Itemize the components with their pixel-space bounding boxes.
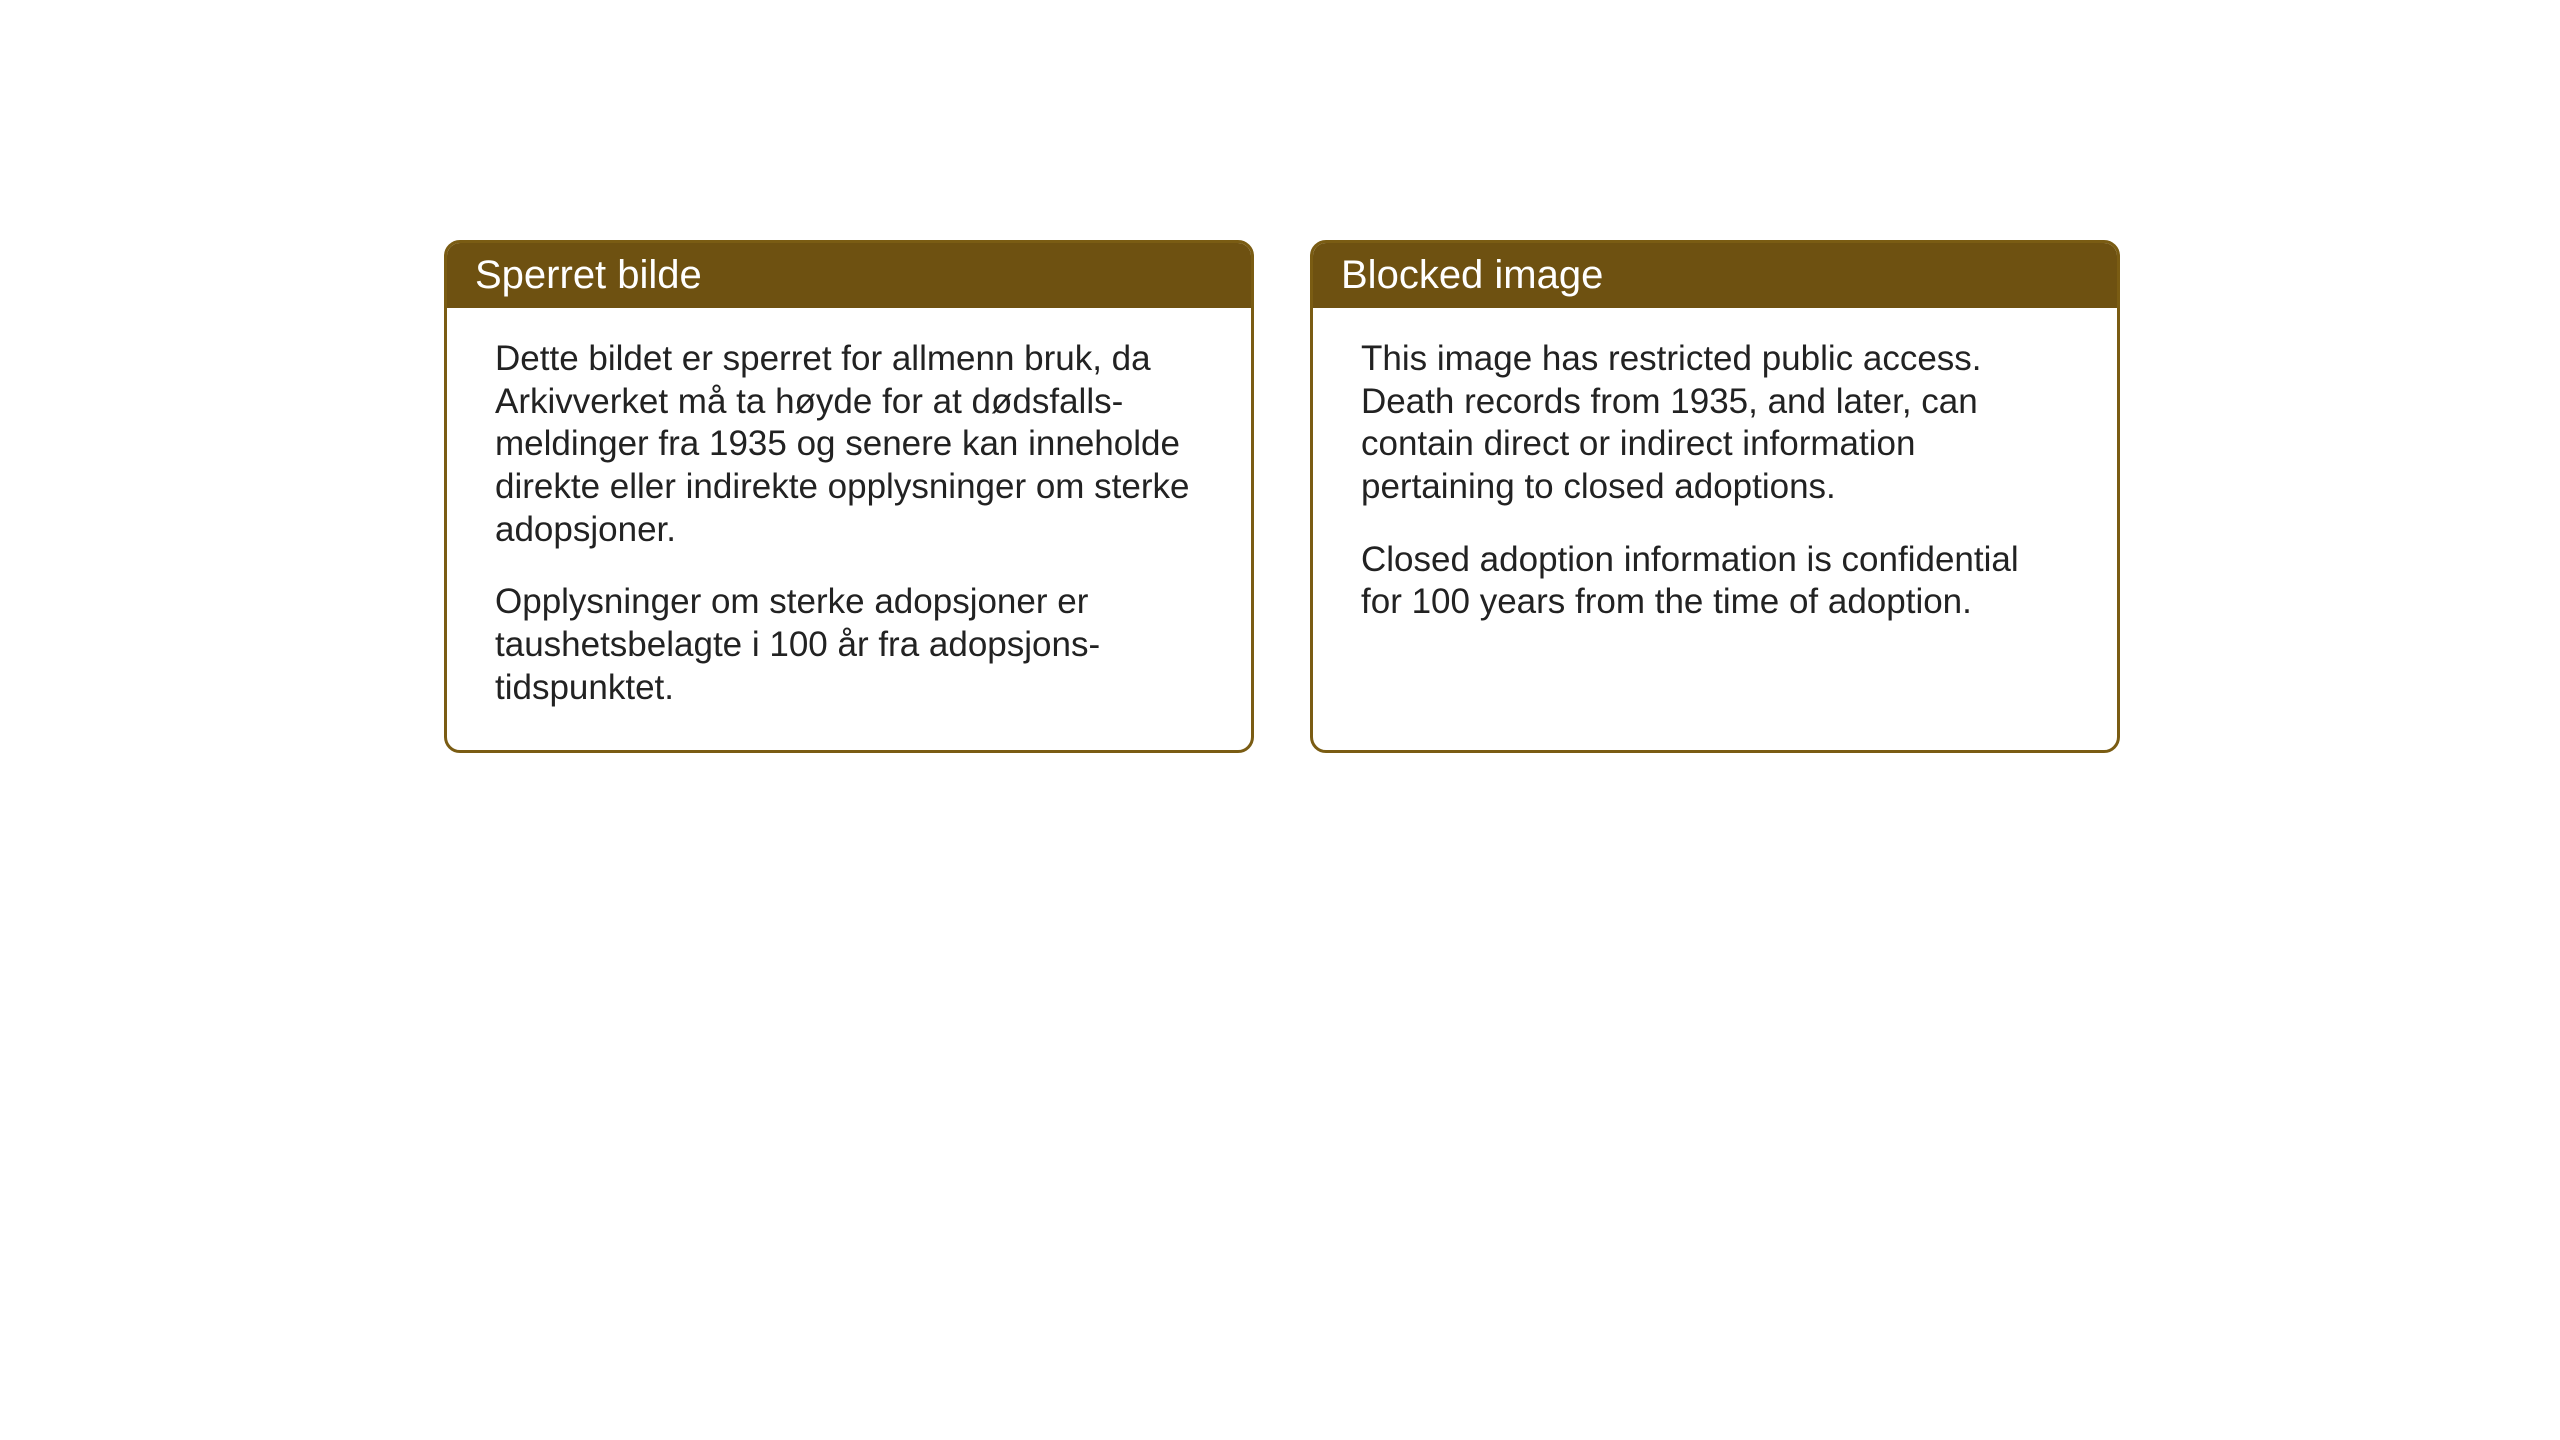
norwegian-card: Sperret bilde Dette bildet er sperret fo… [444, 240, 1254, 753]
norwegian-card-title: Sperret bilde [447, 243, 1251, 308]
english-card-body: This image has restricted public access.… [1313, 308, 2117, 714]
norwegian-paragraph-1: Dette bildet er sperret for allmenn bruk… [495, 338, 1203, 551]
english-paragraph-2: Closed adoption information is confident… [1361, 539, 2069, 624]
english-card: Blocked image This image has restricted … [1310, 240, 2120, 753]
cards-container: Sperret bilde Dette bildet er sperret fo… [444, 240, 2120, 753]
english-card-title: Blocked image [1313, 243, 2117, 308]
english-paragraph-1: This image has restricted public access.… [1361, 338, 2069, 509]
norwegian-paragraph-2: Opplysninger om sterke adopsjoner er tau… [495, 581, 1203, 709]
norwegian-card-body: Dette bildet er sperret for allmenn bruk… [447, 308, 1251, 750]
